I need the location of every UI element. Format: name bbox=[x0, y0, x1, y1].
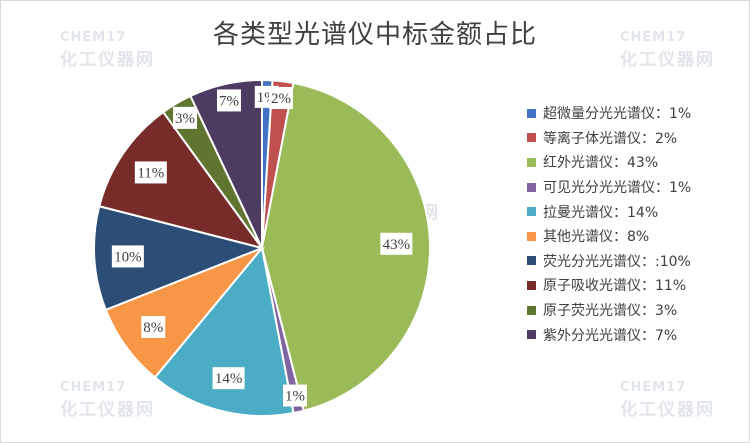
legend-label: 可见光分光光谱仪：1% bbox=[543, 180, 692, 197]
legend-item-9: 原子荧光光谱仪：3% bbox=[527, 298, 742, 323]
legend-item-3: 红外光谱仪：43% bbox=[527, 150, 742, 175]
legend-swatch bbox=[527, 133, 536, 143]
data-label-5: 14% bbox=[212, 367, 245, 390]
legend-swatch bbox=[527, 256, 536, 266]
legend-swatch bbox=[527, 182, 536, 192]
watermark-bottom-left: CHEM17 化工仪器网 bbox=[60, 380, 155, 420]
legend-label: 荧光分光光谱仪：:10% bbox=[543, 253, 691, 270]
legend-label: 原子荧光光谱仪：3% bbox=[543, 303, 678, 320]
data-label-8: 11% bbox=[134, 161, 167, 184]
legend-item-8: 原子吸收光谱仪：11% bbox=[527, 273, 742, 298]
svg-text:2%: 2% bbox=[271, 91, 291, 107]
watermark-top-left: CHEM17 化工仪器网 bbox=[60, 30, 155, 70]
svg-text:43%: 43% bbox=[383, 237, 411, 253]
svg-text:14%: 14% bbox=[215, 371, 243, 387]
svg-text:1%: 1% bbox=[285, 389, 305, 405]
data-label-6: 8% bbox=[141, 315, 166, 338]
data-label-9: 3% bbox=[173, 106, 198, 129]
pie-slice-7 bbox=[93, 205, 266, 312]
legend-swatch bbox=[527, 207, 536, 217]
pie-slice-3 bbox=[260, 81, 431, 412]
legend-item-6: 其他光谱仪：8% bbox=[527, 224, 742, 249]
legend-label: 拉曼光谱仪：14% bbox=[543, 204, 659, 221]
legend-swatch bbox=[527, 231, 536, 241]
legend-item-10: 紫外分光光谱仪：7% bbox=[527, 322, 742, 347]
svg-text:7%: 7% bbox=[219, 93, 239, 109]
legend-label: 红外光谱仪：43% bbox=[543, 155, 659, 172]
legend-item-4: 可见光分光光谱仪：1% bbox=[527, 175, 742, 200]
legend-item-1: 超微量分光光谱仪：1% bbox=[527, 101, 742, 126]
legend-label: 原子吸收光谱仪：11% bbox=[543, 278, 687, 295]
pie-slice-10 bbox=[189, 78, 263, 249]
chart-title: 各类型光谱仪中标金额占比 bbox=[212, 20, 537, 50]
svg-text:8%: 8% bbox=[143, 320, 163, 336]
legend-swatch bbox=[527, 157, 536, 167]
svg-text:10%: 10% bbox=[114, 249, 142, 265]
svg-text:11%: 11% bbox=[137, 165, 164, 181]
data-label-2: 2% bbox=[268, 86, 293, 109]
legend-swatch bbox=[527, 280, 536, 290]
chart-legend: 超微量分光光谱仪：1% 等离子体光谱仪：2% 红外光谱仪：43% 可见光分光光谱仪：1… bbox=[527, 101, 742, 347]
legend-label: 紫外分光光谱仪：7% bbox=[543, 327, 678, 344]
legend-swatch bbox=[527, 305, 536, 315]
legend-label: 超微量分光光谱仪：1% bbox=[543, 106, 692, 123]
legend-item-5: 拉曼光谱仪：14% bbox=[527, 199, 742, 224]
watermark-top-right: CHEM17 化工仪器网 bbox=[620, 30, 715, 70]
legend-item-2: 等离子体光谱仪：2% bbox=[527, 126, 742, 151]
legend-label: 其他光谱仪：8% bbox=[543, 229, 650, 246]
data-label-10: 7% bbox=[217, 89, 242, 112]
legend-swatch bbox=[527, 108, 536, 118]
pie-slice-5 bbox=[153, 245, 295, 417]
legend-label: 等离子体光谱仪：2% bbox=[543, 130, 678, 147]
legend-item-7: 荧光分光光谱仪：:10% bbox=[527, 249, 742, 274]
data-label-4: 1% bbox=[282, 384, 307, 407]
pie-slice-8 bbox=[98, 110, 265, 250]
data-label-7: 10% bbox=[111, 245, 144, 268]
svg-text:3%: 3% bbox=[175, 111, 195, 127]
legend-swatch bbox=[527, 330, 536, 340]
watermark-bottom-right: CHEM17 化工仪器网 bbox=[620, 380, 715, 420]
data-label-3: 43% bbox=[380, 232, 413, 255]
